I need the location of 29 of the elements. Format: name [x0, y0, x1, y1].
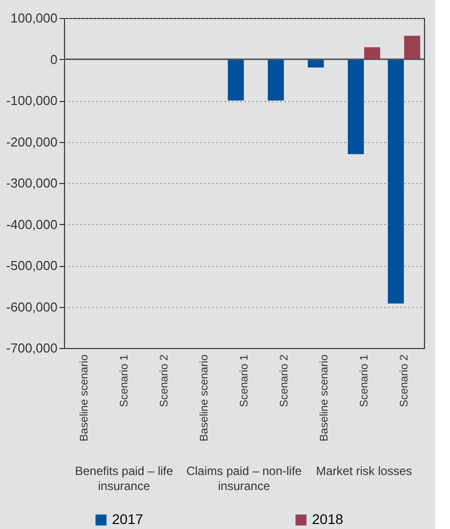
x-tick-label: Scenario 1 [358, 354, 370, 408]
x-tick-label: Scenario 2 [278, 354, 290, 408]
text: Market risk losses [316, 464, 412, 478]
bar [388, 59, 404, 304]
x-tick-label: Scenario 1 [118, 354, 130, 408]
bar [228, 59, 244, 100]
y-tick-label: 100,000 [10, 10, 58, 26]
bar [348, 59, 364, 154]
y-tick-label: -100,000 [6, 93, 58, 108]
text: Claims paid – non-life insurance [186, 464, 302, 493]
y-tick-label: -200,000 [6, 134, 58, 150]
legend-label: 2017 [112, 511, 144, 527]
bar [268, 59, 284, 100]
x-tick-label: Scenario 2 [158, 354, 170, 408]
bar [364, 47, 380, 60]
x-tick-label: Baseline scenario [78, 354, 90, 442]
y-tick-label: -600,000 [6, 299, 58, 314]
x-tick-label: Baseline scenario [318, 354, 330, 442]
x-tick-label: Scenario 1 [238, 354, 250, 408]
x-tick-label: Scenario 2 [398, 354, 410, 408]
y-tick-label: 0 [50, 52, 58, 67]
y-tick-label: -300,000 [6, 176, 58, 190]
text: Benefits paid – life insurance [74, 464, 174, 493]
x-tick-label: Baseline scenario [198, 354, 210, 442]
y-tick-label: -700,000 [6, 340, 58, 356]
y-tick-label: -500,000 [6, 258, 58, 273]
y-tick-label: -400,000 [6, 216, 58, 232]
bar [404, 36, 420, 60]
legend-label: 2018 [312, 511, 344, 527]
